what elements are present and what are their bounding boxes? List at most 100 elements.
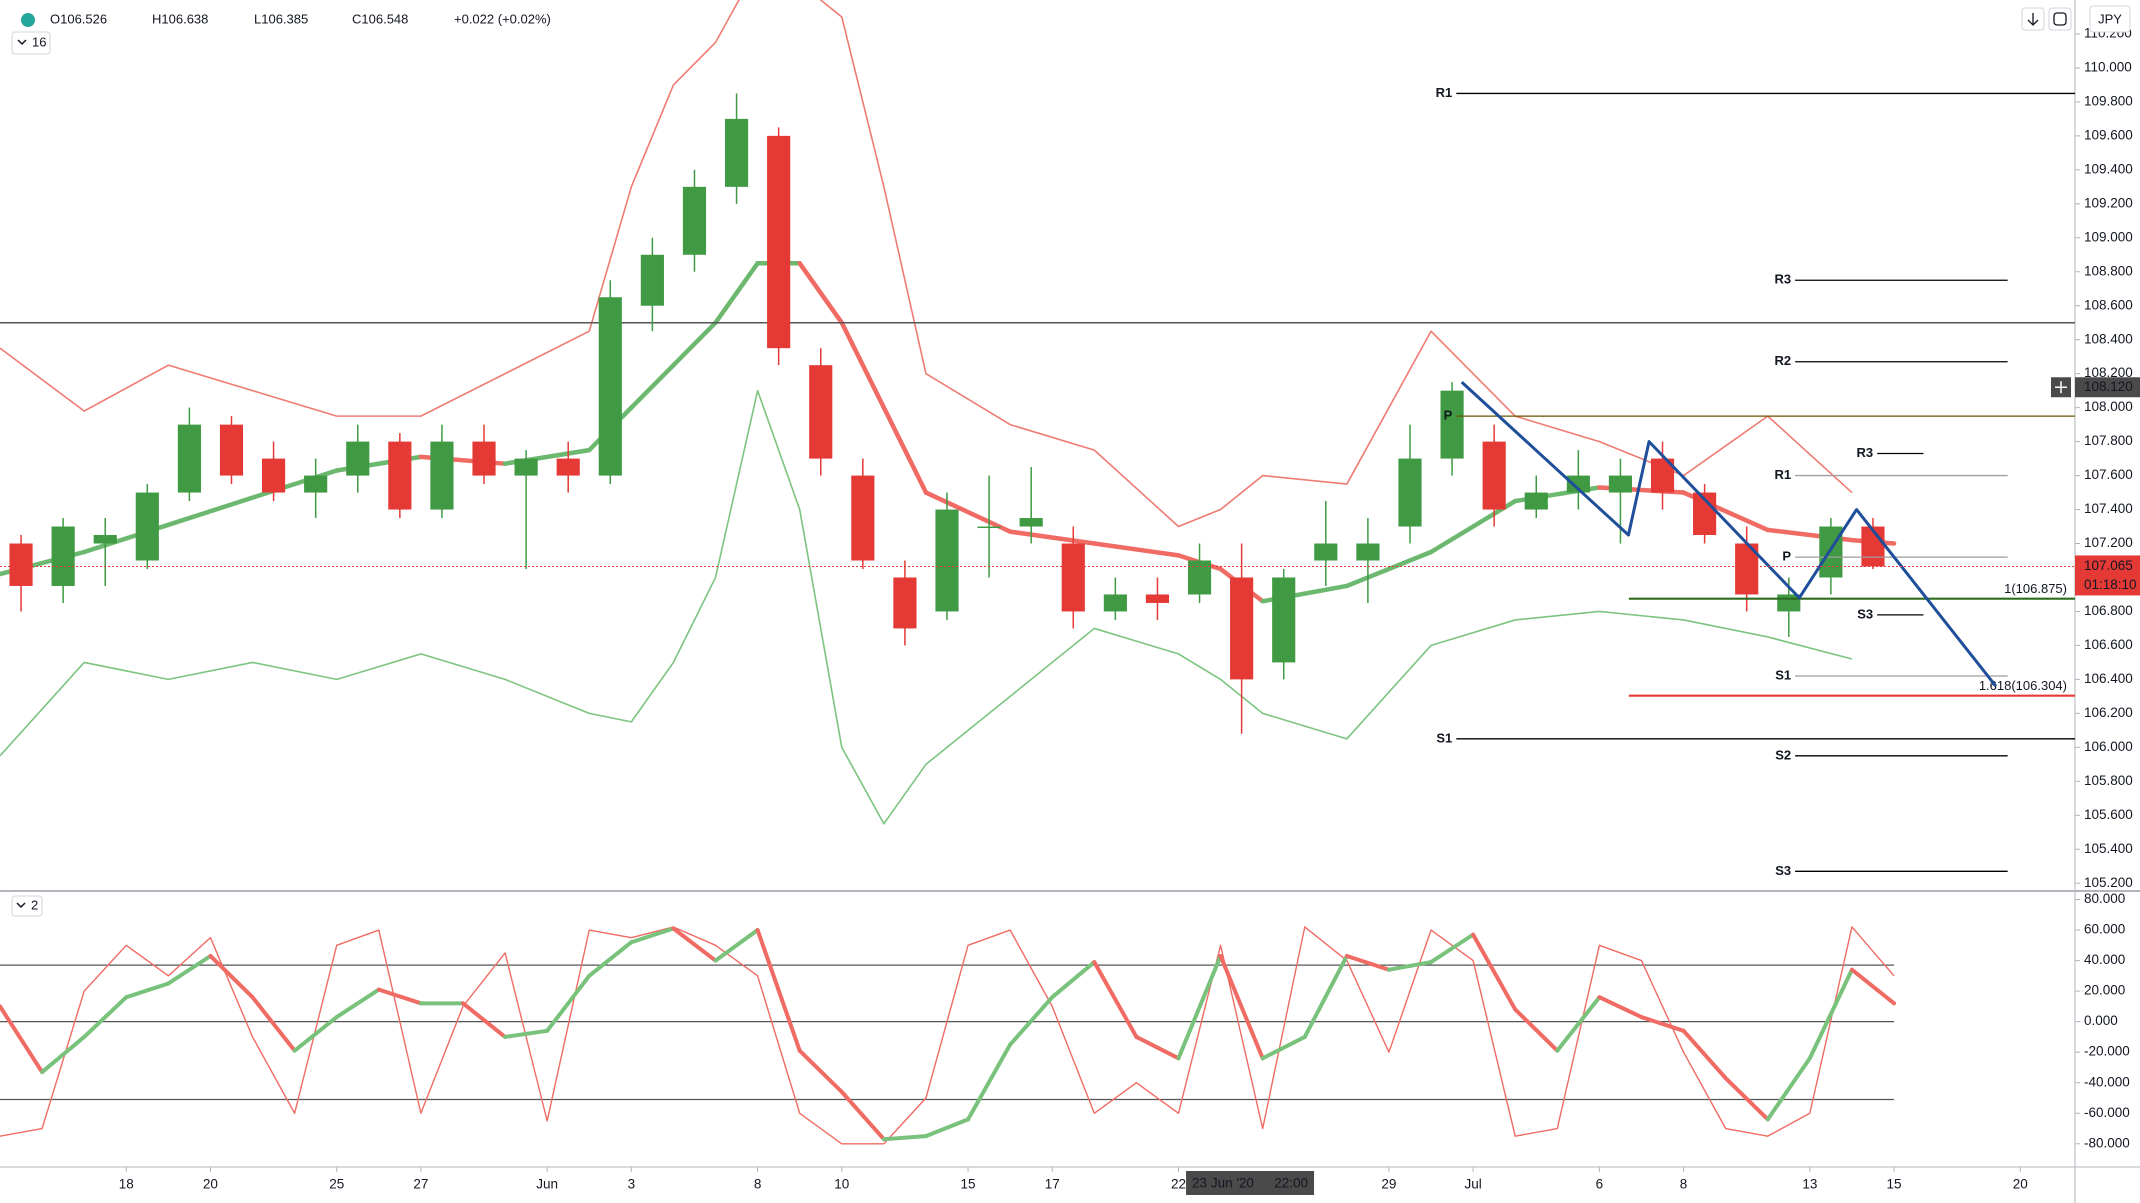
pivot-label: R1 (1436, 85, 1453, 100)
x-tick-label: Jun (536, 1177, 558, 1192)
indicator-count: 16 (32, 34, 46, 49)
fib-label: 1(106.875) (2004, 581, 2067, 596)
pivot-label: R2 (1774, 353, 1791, 368)
series-segment (587, 940, 634, 978)
series-segment (1176, 953, 1223, 1061)
y-tick-label: -60.000 (2084, 1105, 2130, 1120)
series-segment (671, 926, 718, 963)
series-segment (166, 953, 213, 986)
candle-body (1272, 577, 1296, 663)
series-segment (923, 1117, 971, 1139)
x-tick-label: 17 (1045, 1177, 1060, 1192)
y-tick-label: 106.800 (2084, 603, 2133, 618)
chevron (17, 39, 27, 46)
main-pane: R1 R3 R2 P S1 S2 S3 R3 R1 P S3 S1 1(106.875) 1.618(10… (0, 0, 2075, 878)
series-segment (839, 320, 887, 410)
y-tick-label: 107.400 (2084, 501, 2133, 516)
pivot-label: S1 (1775, 667, 1791, 682)
y-tick-label: 107.600 (2084, 467, 2133, 482)
candle-body (514, 458, 538, 476)
x-tick-label: 27 (413, 1177, 428, 1192)
x-tick-label: 15 (961, 1177, 976, 1192)
series-segment (545, 973, 592, 1033)
series-segment (1555, 995, 1602, 1053)
last-price-tag (2075, 555, 2140, 596)
indicator-toggle[interactable] (11, 31, 51, 55)
series-segment (881, 405, 929, 495)
crosshair-date: 23 Jun '20 (1192, 1176, 1254, 1191)
x-tick-label: 15 (1887, 1177, 1902, 1192)
series-segment (292, 1015, 339, 1053)
reset-button[interactable] (2048, 7, 2072, 31)
series-segment (1008, 995, 1055, 1047)
series-segment (1218, 953, 1265, 1061)
y-tick-label: 106.200 (2084, 705, 2133, 720)
ohlc-close: C106.548 (352, 11, 408, 26)
candle-body (1019, 518, 1043, 527)
pivot-label: R3 (1774, 272, 1791, 287)
series-segment (334, 987, 381, 1020)
series-segment (881, 1134, 928, 1142)
y-tick-label: 105.600 (2084, 807, 2133, 822)
x-tick-label: 25 (329, 1177, 344, 1192)
pivot-label: P (1444, 408, 1453, 423)
countdown: 01:18:10 (2084, 577, 2137, 592)
series-segment (1513, 1007, 1560, 1053)
x-tick-label: 20 (2013, 1177, 2028, 1192)
oscillator-toggle[interactable] (11, 895, 43, 917)
oscillator-count: 2 (31, 897, 38, 912)
series-line (0, 389, 1853, 825)
candle-body (935, 509, 959, 612)
pivot-label: P (1782, 549, 1791, 564)
y-tick-label: 110.000 (2084, 60, 2132, 75)
currency-button[interactable] (2089, 5, 2131, 33)
pivot-label: R1 (1774, 467, 1791, 482)
ohlc-change: +0.022 (+0.02%) (454, 11, 551, 26)
candle-body (556, 458, 580, 476)
x-tick-label: 8 (754, 1177, 762, 1192)
candle-body (1356, 543, 1380, 561)
series-segment (166, 495, 255, 528)
candle-body (640, 254, 664, 306)
reset-icon (2053, 12, 2067, 26)
series-segment (629, 926, 676, 945)
series-segment (839, 1089, 886, 1142)
candle-body (767, 135, 791, 349)
y-tick-label: 107.800 (2084, 433, 2133, 448)
series-segment (1639, 1015, 1686, 1033)
candle-body (893, 577, 917, 629)
series-segment (1260, 1034, 1307, 1061)
y-tick-label: -40.000 (2084, 1074, 2130, 1089)
candle-body (1482, 441, 1506, 510)
last-price-label: 107.065 (2084, 558, 2133, 573)
y-tick-label: 109.000 (2084, 229, 2133, 244)
series-segment (1849, 967, 1897, 1006)
series-segment (797, 261, 845, 325)
candle-body (1566, 475, 1590, 493)
y-tick-label: 0.000 (2084, 1013, 2118, 1028)
candle-body (1314, 543, 1338, 561)
candle-body (598, 297, 622, 476)
ohlc-open: O106.526 (50, 11, 107, 26)
series-segment (923, 490, 1013, 534)
series-segment (40, 1034, 87, 1075)
candle-body (682, 186, 707, 255)
series-segment (82, 995, 129, 1039)
x-tick-label: 22 (1171, 1177, 1186, 1192)
x-tick-label: 10 (834, 1177, 849, 1192)
y-tick-label: 105.200 (2084, 875, 2133, 890)
candle-body (1608, 475, 1633, 493)
pivot-label: S2 (1775, 747, 1791, 762)
pivot-label: S3 (1857, 606, 1873, 621)
candle-body (1230, 577, 1254, 680)
y-tick-label: 106.000 (2084, 739, 2133, 754)
candle-body (304, 475, 328, 493)
crosshair-time-tag (1186, 1171, 1315, 1195)
series-segment (1050, 960, 1097, 1000)
x-tick-label: 13 (1802, 1177, 1817, 1192)
series-segment (1344, 549, 1434, 589)
candle-body (1524, 492, 1548, 510)
series-segment (460, 1001, 508, 1039)
crosshair-time: 22:00 (1274, 1176, 1308, 1191)
y-tick-label: 105.400 (2084, 841, 2133, 856)
